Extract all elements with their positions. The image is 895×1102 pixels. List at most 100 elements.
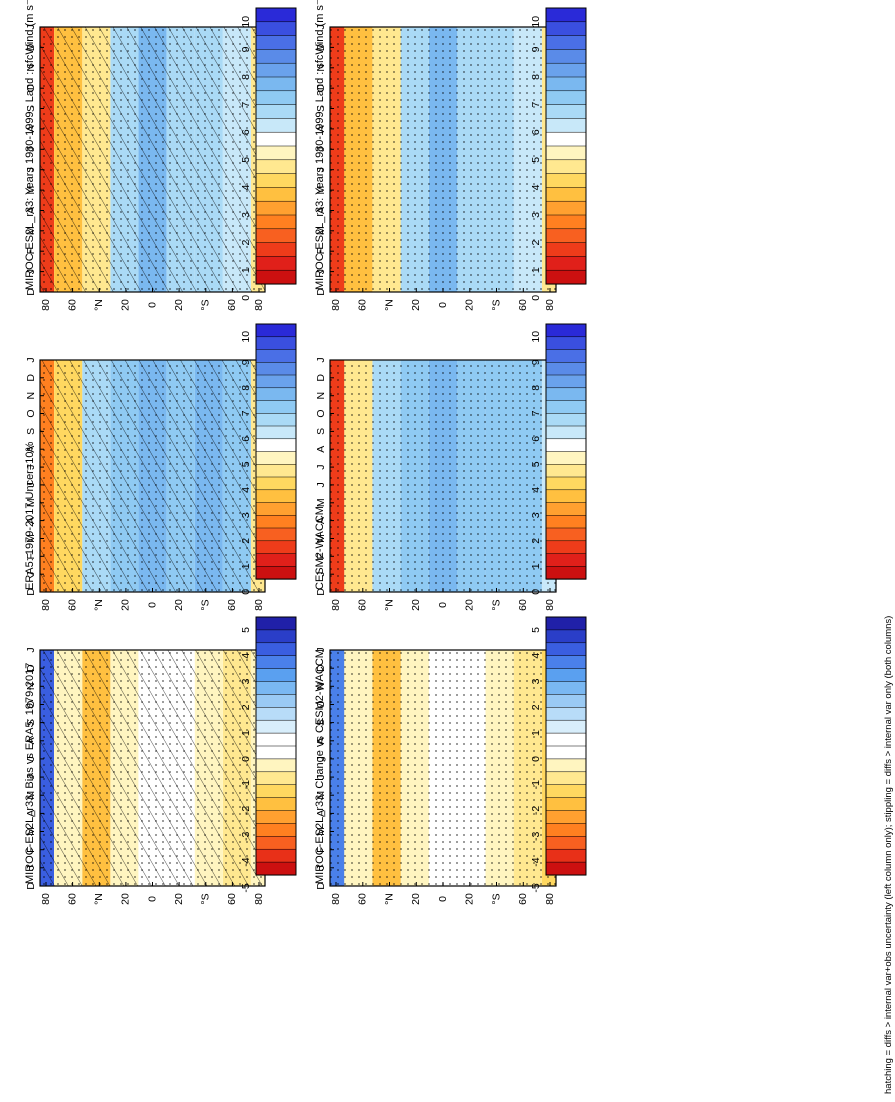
colorbar-tick-label: 1 (530, 563, 542, 569)
month-tick-label: J (25, 269, 37, 274)
lat-tick-label: 80 (253, 599, 265, 611)
month-tick-label: D (315, 43, 327, 51)
colorbar-swatch (255, 21, 297, 37)
month-tick-label: J (315, 24, 327, 29)
colorbar: 5 4 3 2 1 0 -1 -2 -3 -4 -5 (530, 616, 587, 893)
colorbar-tick-label: 6 (240, 129, 252, 135)
month-tick-label: N (25, 683, 37, 691)
colorbar-swatch (255, 323, 297, 338)
colorbar-tick-label: 10 (240, 331, 252, 343)
colorbar: 5 4 3 2 1 0 -1 -2 -3 -4 -5 (240, 616, 297, 893)
hatching-overlay (40, 27, 265, 292)
colorbar-swatch (545, 616, 587, 631)
colorbar-swatch (545, 413, 587, 427)
lat-tick-label: 60 (226, 599, 238, 611)
colorbar-swatch (255, 694, 297, 708)
lat-tick-label: 60 (357, 299, 369, 311)
colorbar-swatch (255, 540, 297, 555)
colorbar-swatch (255, 413, 297, 427)
lat-tick-label: 60 (226, 893, 238, 905)
colorbar-swatch (255, 616, 297, 631)
colorbar-swatch (545, 502, 587, 516)
colorbar-swatch (255, 836, 297, 850)
colorbar-swatch (255, 104, 297, 119)
lat-tick-label: °S (200, 893, 212, 904)
lat-tick-label: 80 (544, 299, 556, 311)
colorbar-swatch (545, 362, 587, 376)
lat-tick-label: 20 (464, 893, 476, 905)
colorbar-tick-label: -5 (240, 883, 252, 892)
colorbar-swatch (545, 797, 587, 812)
colorbar-swatch (545, 228, 587, 244)
colorbar-swatch (545, 118, 587, 133)
colorbar-swatch (255, 7, 297, 23)
lat-tick-label: 20 (410, 299, 422, 311)
colorbar-swatch (255, 131, 297, 147)
month-tick-label: J (25, 464, 37, 469)
colorbar-tick-label: 8 (530, 385, 542, 391)
month-tick-label: A (25, 207, 37, 214)
month-tick-label: S (315, 719, 327, 726)
lat-tick-label: 80 (330, 599, 342, 611)
month-tick-label: J (315, 572, 327, 577)
month-tick-label: J (315, 167, 327, 172)
colorbar-swatch (255, 159, 297, 175)
colorbar-swatch (255, 362, 297, 376)
figure-footnote: hatching = diffs > internal var+obs unce… (883, 616, 894, 1094)
month-tick-label: J (315, 464, 327, 469)
month-tick-label: M (315, 186, 327, 195)
month-tick-label: J (25, 774, 37, 779)
month-tick-label: M (25, 534, 37, 543)
colorbar-tick-label: 3 (240, 512, 252, 518)
colorbar-tick-label: 0 (530, 589, 542, 595)
lat-tick-label: 80 (330, 893, 342, 905)
lat-tick-label: 80 (330, 299, 342, 311)
stippling-overlay (330, 650, 556, 886)
month-tick-label: A (315, 207, 327, 214)
month-tick-label: A (25, 517, 37, 524)
lat-tick-label: 80 (40, 299, 52, 311)
colorbar-swatch (255, 797, 297, 812)
lat-tick-label: °S (490, 299, 502, 310)
colorbar-tick-label: 0 (240, 295, 252, 301)
colorbar-tick-label: 4 (530, 487, 542, 493)
colorbar-swatch (545, 90, 587, 106)
panel-title: MIROC-ES2L_r33: Change vs CESM2-WACCM (314, 649, 326, 884)
colorbar-tick-label: 1 (530, 730, 542, 736)
lat-tick-label: 20 (173, 893, 185, 905)
colorbar-tick-label: -4 (240, 857, 252, 866)
colorbar-tick-label: 5 (240, 461, 252, 467)
lat-tick-label: 20 (410, 893, 422, 905)
lat-tick-label: 60 (517, 299, 529, 311)
lat-tick-label: 20 (120, 599, 132, 611)
colorbar-tick-label: 4 (240, 184, 252, 190)
colorbar-swatch (545, 131, 587, 147)
colorbar-tick-label: 6 (530, 129, 542, 135)
lat-tick-label: 80 (40, 599, 52, 611)
colorbar-swatch (545, 655, 587, 670)
month-tick-label: J (315, 357, 327, 362)
colorbar-tick-label: 3 (530, 512, 542, 518)
colorbar-tick-label: 1 (240, 730, 252, 736)
colorbar-swatch (545, 323, 587, 338)
colorbar-swatch (545, 256, 587, 271)
month-tick-label: N (25, 64, 37, 72)
colorbar-swatch (545, 476, 587, 491)
colorbar-swatch (545, 823, 587, 837)
month-tick-label: D (25, 43, 37, 51)
month-tick-label: O (25, 700, 37, 708)
month-tick-label: D (315, 374, 327, 382)
month-tick-label: S (25, 719, 37, 726)
lat-tick-label: 60 (66, 299, 78, 311)
month-tick-label: J (25, 24, 37, 29)
colorbar-tick-label: 5 (530, 157, 542, 163)
heat-clip (20, 27, 40, 292)
colorbar-tick-label: 3 (240, 678, 252, 684)
colorbar-swatch (255, 566, 297, 580)
colorbar-swatch (545, 668, 587, 683)
month-tick-label: F (25, 846, 37, 852)
colorbar-swatch (545, 387, 587, 402)
month-tick-label: J (25, 147, 37, 152)
